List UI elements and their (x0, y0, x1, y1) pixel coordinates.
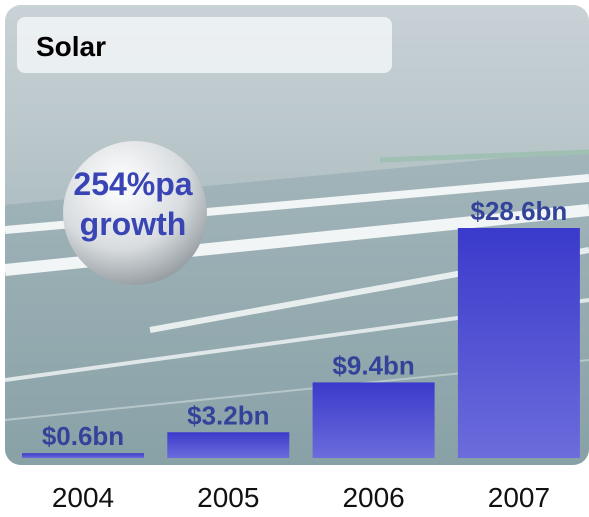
bar (22, 453, 144, 458)
value-label: $0.6bn (42, 421, 124, 451)
annotation: growth (80, 206, 187, 242)
annotation: 254%pa (73, 166, 192, 202)
title-box (17, 17, 392, 73)
bar (457, 228, 580, 458)
value-label: $3.2bn (187, 400, 269, 430)
x-tick-label: 2007 (488, 482, 550, 513)
value-label: $9.4bn (332, 350, 414, 380)
bar (167, 432, 290, 458)
bar (312, 382, 435, 458)
x-tick-label: 2005 (197, 482, 259, 513)
value-label: $28.6bn (470, 196, 567, 226)
x-tick-label: 2004 (52, 482, 114, 513)
chart-title: Solar (36, 31, 106, 62)
bubble (63, 141, 207, 285)
x-tick-label: 2006 (342, 482, 404, 513)
